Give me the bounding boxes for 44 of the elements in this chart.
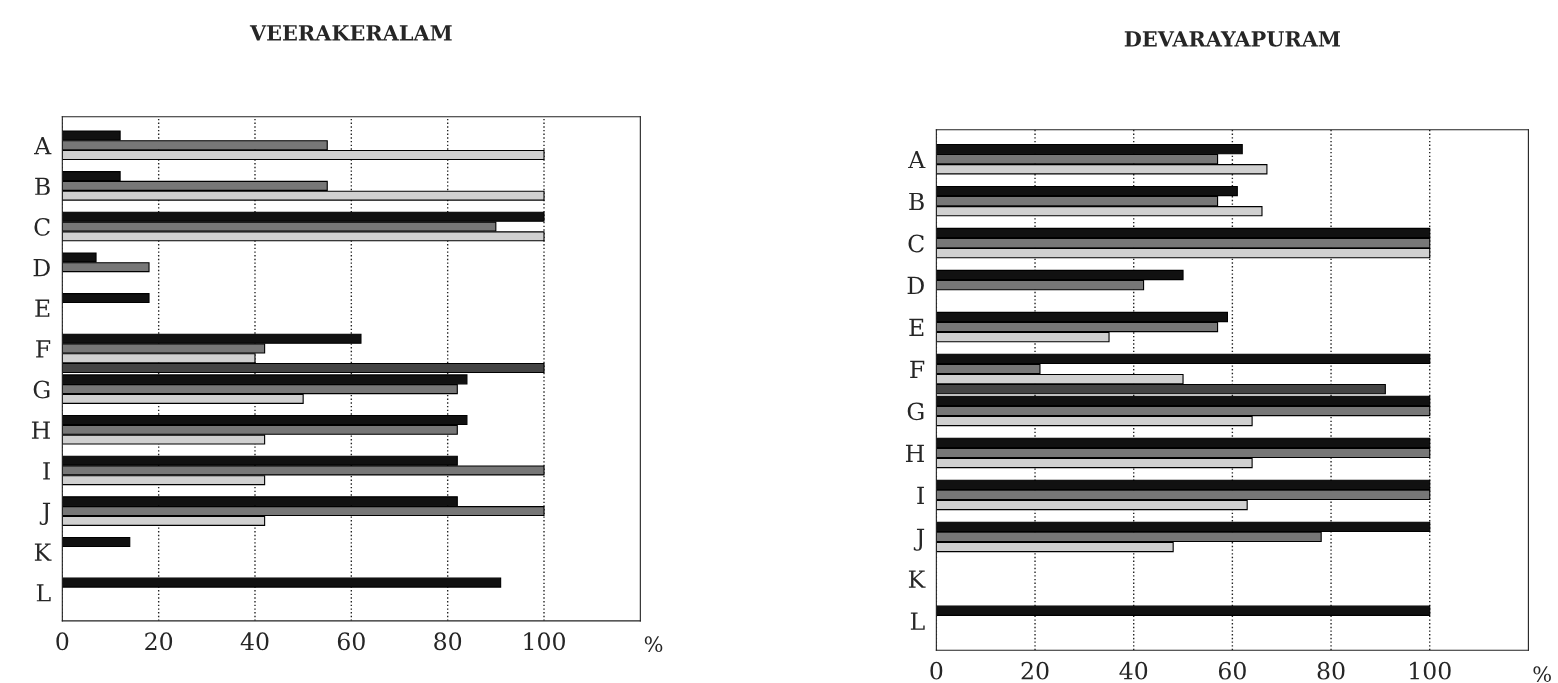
x-tick-label: 40	[240, 632, 269, 651]
y-tick-label: A	[908, 150, 926, 169]
chart-title: VEERAKERALAM	[249, 25, 452, 41]
y-tick-label: A	[34, 137, 52, 155]
x-tick-label: 60	[1218, 661, 1246, 680]
bar	[62, 293, 150, 304]
y-tick-label: L	[910, 612, 925, 630]
y-tick-label: E	[35, 299, 50, 317]
x-tick-label: 100	[524, 632, 565, 651]
y-tick-label: K	[908, 570, 926, 588]
y-tick-label: F	[910, 360, 925, 378]
x-axis-title: %	[1533, 666, 1551, 682]
y-tick-label: D	[907, 276, 924, 295]
y-tick-label: J	[913, 528, 925, 551]
x-tick-label: 80	[434, 632, 462, 651]
y-tick-label: C	[908, 234, 924, 253]
x-tick-label: 0	[930, 661, 943, 680]
x-tick-label: 20	[1021, 661, 1049, 680]
y-tick-label: I	[917, 486, 924, 504]
chart-title: DEVARAYAPURAM	[1124, 31, 1340, 47]
y-tick-label: J	[39, 502, 51, 525]
bar	[62, 577, 502, 588]
y-tick-label: B	[35, 177, 50, 195]
x-tick-label: 40	[1119, 661, 1148, 680]
x-tick-label: 100	[1410, 661, 1451, 680]
x-tick-label: 60	[337, 632, 365, 651]
y-tick-label: L	[36, 584, 51, 602]
y-tick-label: C	[34, 217, 50, 236]
bar	[936, 605, 1431, 616]
y-tick-label: E	[909, 318, 924, 337]
y-tick-label: G	[33, 380, 50, 399]
x-axis-title: %	[644, 636, 663, 653]
y-tick-label: K	[34, 543, 52, 561]
y-tick-label: D	[33, 258, 50, 277]
y-tick-label: I	[43, 462, 50, 480]
y-tick-label: H	[31, 421, 50, 439]
y-tick-label: B	[909, 192, 924, 211]
x-tick-label: 0	[56, 632, 69, 651]
y-tick-label: F	[36, 340, 51, 358]
y-tick-label: H	[905, 444, 924, 462]
x-tick-label: 20	[145, 632, 173, 651]
bar	[62, 536, 131, 548]
y-tick-label: G	[907, 402, 924, 421]
x-tick-label: 80	[1317, 661, 1345, 680]
